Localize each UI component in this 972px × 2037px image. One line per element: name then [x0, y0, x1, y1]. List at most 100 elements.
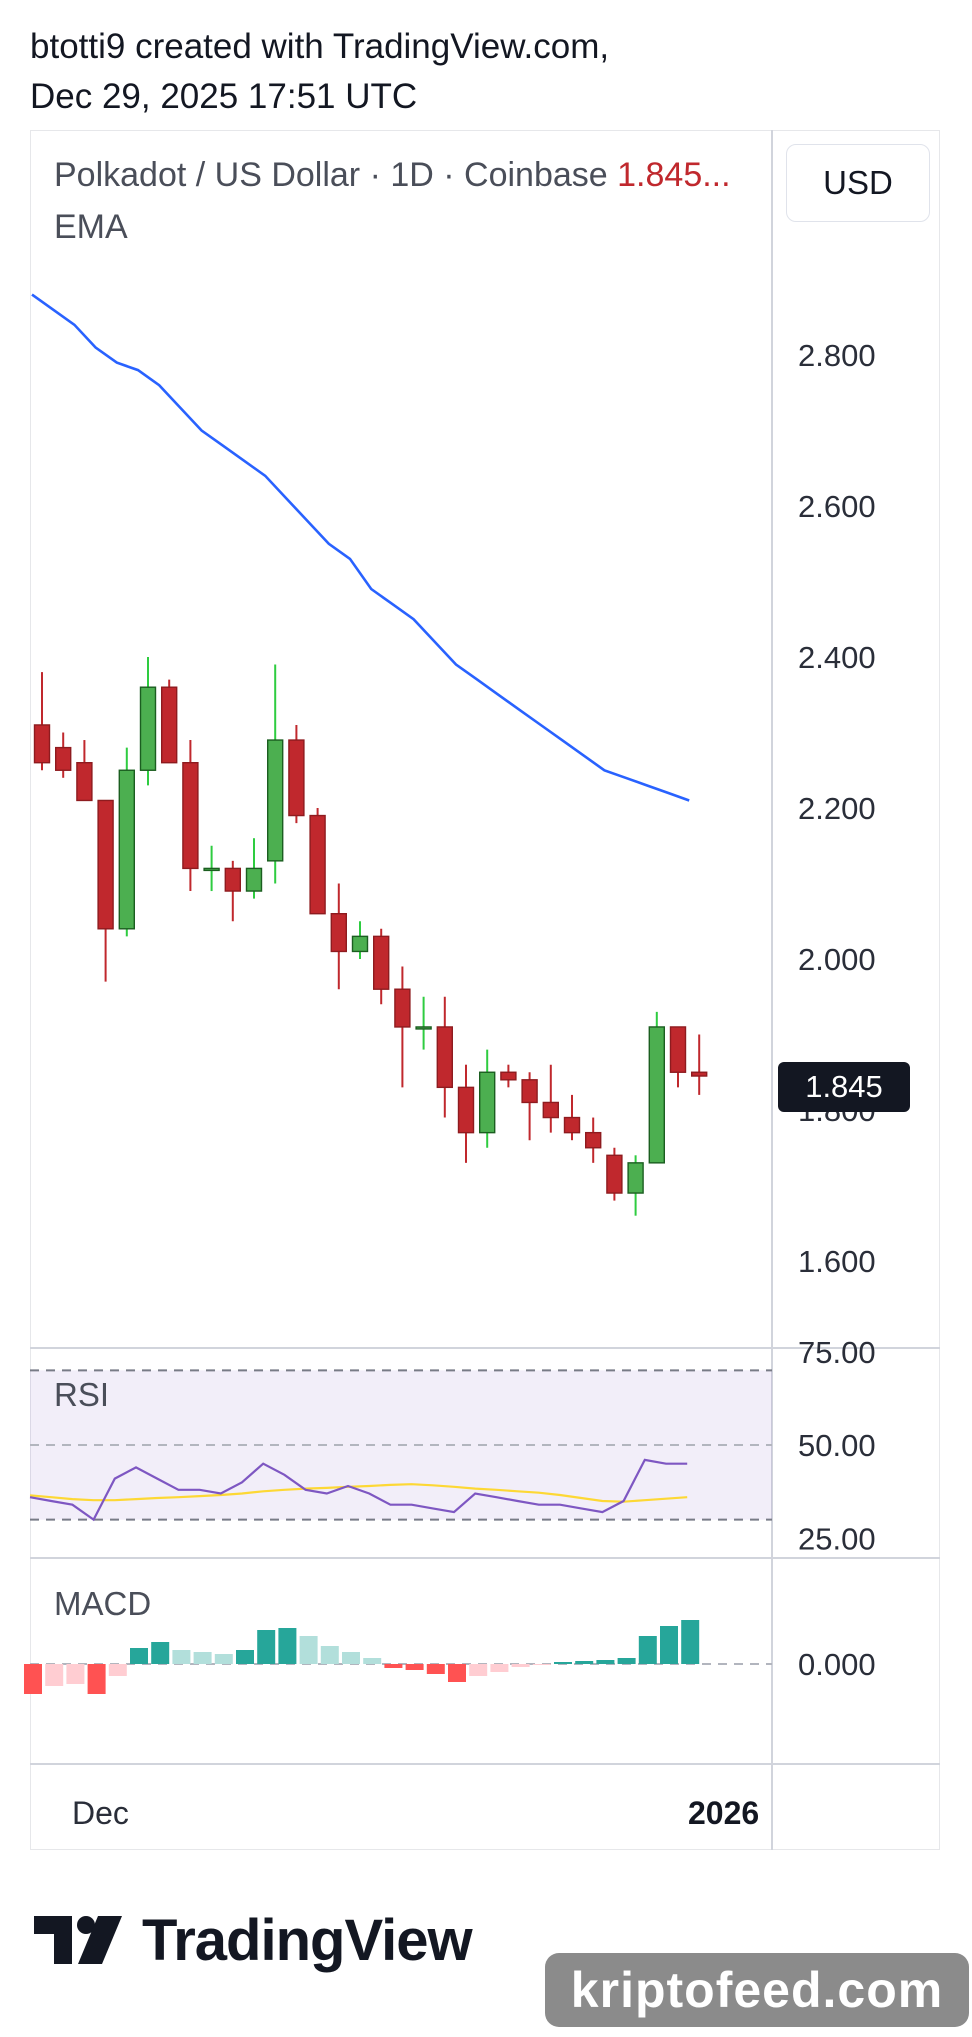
candle [415, 996, 432, 1050]
candle-body [55, 746, 72, 771]
candle-body [606, 1154, 623, 1194]
candle [521, 1072, 538, 1141]
candle-body [585, 1131, 602, 1149]
candle [330, 883, 347, 990]
price-axis: 2.8002.6002.4002.2002.0001.8001.60075.00… [798, 338, 876, 1682]
candle [55, 732, 72, 778]
candle-body [288, 739, 305, 817]
macd-histogram-bar [638, 1636, 657, 1664]
x-axis-label-dec: Dec [72, 1795, 129, 1831]
x-axis-label-2026: 2026 [688, 1795, 760, 1831]
macd-histogram-bar [617, 1658, 636, 1664]
candle [160, 679, 178, 764]
macd-histogram-bar [405, 1664, 424, 1670]
candle [606, 1147, 623, 1201]
rsi-pane [29, 1369, 772, 1522]
candle-body [436, 1026, 453, 1089]
candle [500, 1064, 517, 1088]
candle [267, 664, 284, 884]
candle [457, 1064, 475, 1163]
macd-histogram-bar [554, 1662, 572, 1664]
symbol-legend[interactable]: Polkadot / US Dollar · 1D · Coinbase 1.8… [54, 156, 731, 195]
candle-body [351, 935, 369, 953]
rsi-ma-line [29, 1483, 688, 1503]
macd-histogram-bar [278, 1628, 297, 1664]
symbol-name: Polkadot / US Dollar · 1D · Coinbase [54, 156, 608, 194]
candle [118, 747, 136, 937]
chart-caption: btotti9 created with TradingView.com, De… [30, 22, 609, 122]
macd-histogram-bar [511, 1664, 530, 1667]
candle-body [182, 762, 199, 870]
candle [669, 1026, 687, 1088]
candle-body [139, 686, 157, 771]
tradingview-logo-icon [34, 1916, 122, 1964]
candle [309, 808, 326, 915]
candle [245, 838, 263, 899]
macd-histogram-bar [172, 1650, 191, 1664]
candle-body [203, 867, 220, 872]
candle [563, 1094, 581, 1141]
macd-histogram-bar [469, 1664, 488, 1676]
macd-histogram-bar [426, 1664, 445, 1674]
ema-line [31, 293, 690, 802]
candle [394, 966, 411, 1088]
macd-histogram-bar [45, 1664, 64, 1686]
price-pane [31, 293, 708, 1216]
macd-histogram-bar [448, 1664, 466, 1682]
candle-body [669, 1026, 687, 1073]
candle-body [457, 1086, 475, 1134]
rsi-tick-label: 75.00 [798, 1335, 876, 1370]
legend-price: 1.845... [617, 156, 731, 194]
macd-histogram-bar [151, 1642, 170, 1664]
currency-button[interactable]: USD [786, 144, 930, 222]
macd-histogram-bar [299, 1636, 318, 1664]
macd-histogram-bar [108, 1664, 127, 1676]
macd-label[interactable]: MACD [54, 1585, 152, 1622]
tradingview-logo[interactable]: TradingView [34, 1905, 473, 1975]
macd-histogram-bar [257, 1630, 276, 1664]
macd-histogram-bar [87, 1664, 106, 1694]
macd-histogram-bar [130, 1648, 148, 1664]
macd-pane [24, 1620, 772, 1694]
watermark: kriptofeed.com [545, 1953, 969, 2027]
chart-canvas[interactable]: 2.8002.6002.4002.2002.0001.8001.60075.00… [0, 0, 972, 1870]
candle-body [479, 1071, 496, 1134]
macd-histogram-bar [363, 1658, 382, 1664]
candle-body [500, 1071, 517, 1081]
candle-body [245, 867, 263, 892]
candle [97, 799, 114, 982]
macd-histogram-bar [681, 1620, 700, 1664]
candle-body [521, 1079, 538, 1104]
macd-histogram-bar [575, 1661, 594, 1664]
rsi-tick-label: 50.00 [798, 1428, 876, 1463]
macd-histogram-bar [596, 1660, 615, 1664]
tradingview-logo-text: TradingView [142, 1907, 473, 1973]
candle-body [415, 1026, 432, 1030]
candle-body [373, 935, 390, 990]
macd-histogram-bar [532, 1664, 551, 1665]
candle-body [627, 1162, 644, 1194]
candle [351, 921, 369, 959]
macd-histogram-bar [490, 1664, 509, 1672]
candle [76, 740, 93, 802]
ema-legend[interactable]: EMA [54, 208, 128, 246]
macd-histogram-bar [342, 1652, 360, 1664]
macd-histogram-bar [660, 1626, 678, 1664]
rsi-label[interactable]: RSI [54, 1376, 110, 1413]
price-tick-label: 2.000 [798, 942, 876, 977]
candle-body [224, 867, 242, 892]
candle-body [267, 739, 284, 862]
macd-histogram-bar [193, 1652, 212, 1664]
candle-body [648, 1026, 665, 1164]
macd-histogram-bar [24, 1664, 42, 1694]
candle [288, 724, 305, 824]
macd-histogram-bar [236, 1650, 254, 1664]
price-tick-label: 2.600 [798, 489, 876, 524]
candle-body [76, 762, 93, 802]
price-tick-label: 2.200 [798, 791, 876, 826]
price-tick-label: 2.800 [798, 338, 876, 373]
candle-body [118, 769, 136, 930]
candle [139, 657, 157, 786]
rsi-tick-label: 25.00 [798, 1521, 876, 1556]
pane-separators [30, 130, 940, 1850]
